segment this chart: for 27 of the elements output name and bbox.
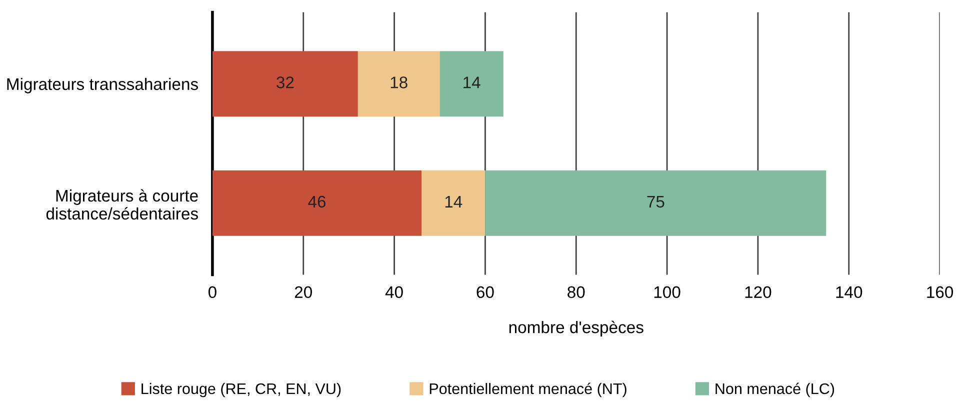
data-label: 32 (276, 76, 294, 88)
data-label: 46 (308, 196, 326, 208)
bar (212, 51, 358, 117)
bar (440, 51, 504, 117)
x-tick-label: 140 (836, 286, 862, 298)
bar (358, 51, 440, 117)
x-axis-title: nombre d'espèces (509, 320, 644, 337)
data-label: 14 (445, 196, 462, 208)
x-tick-label: 160 (927, 286, 954, 298)
legend-label: Non menacé (LC) (716, 382, 834, 398)
bar (212, 170, 422, 236)
x-tick-label: 100 (654, 286, 680, 298)
bar (485, 170, 826, 236)
x-tick-label: 40 (385, 286, 403, 298)
y-tick-label: Migrateurs à courte distance/sédentaires (46, 189, 198, 220)
x-tick-label: 60 (476, 286, 494, 298)
x-tick-label: 120 (745, 286, 772, 298)
x-tick-label: 80 (568, 286, 585, 298)
data-label: 75 (647, 196, 664, 208)
data-label: 14 (464, 76, 480, 88)
x-tick-label: 20 (294, 286, 312, 298)
legend-label: Potentiellement menacé (NT) (430, 382, 626, 398)
data-label: 18 (390, 76, 408, 88)
bar (422, 170, 486, 236)
y-tick-label: Migrateurs transsahariens (7, 78, 198, 94)
legend-label: Liste rouge (RE, CR, EN, VU) (142, 382, 341, 398)
x-tick-label: 0 (208, 286, 216, 298)
